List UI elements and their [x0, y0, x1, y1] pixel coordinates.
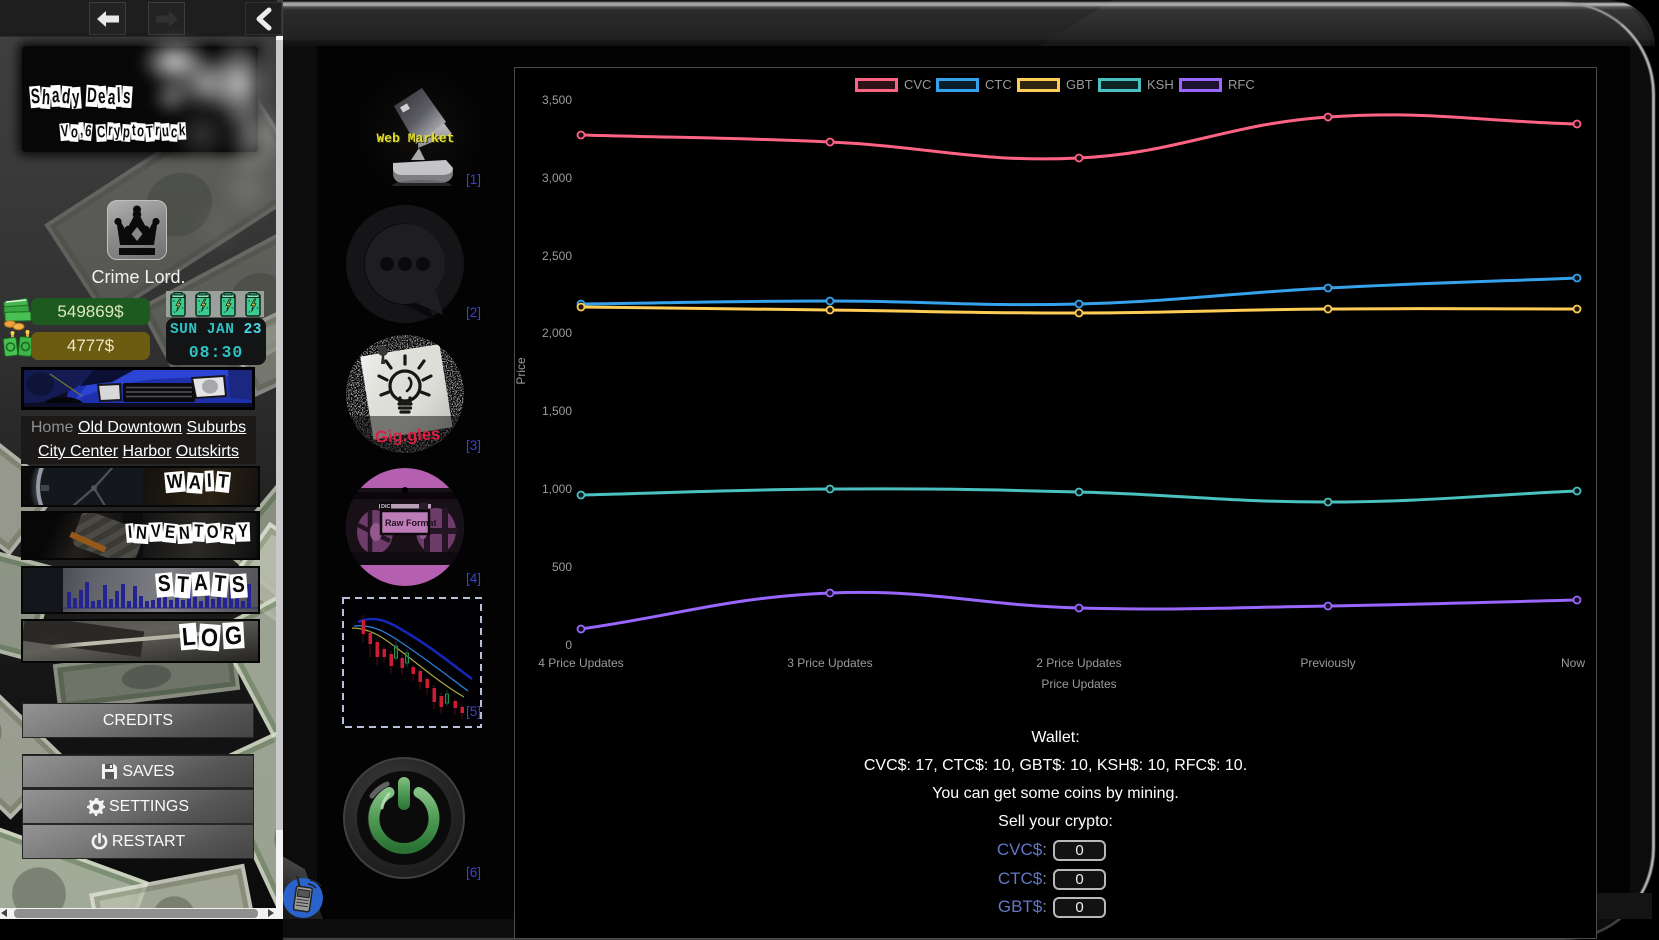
svg-text:Gig.gles: Gig.gles: [375, 425, 441, 446]
svg-text:Raw Format: Raw Format: [385, 518, 437, 528]
svg-text:DIC: DIC: [381, 504, 391, 510]
